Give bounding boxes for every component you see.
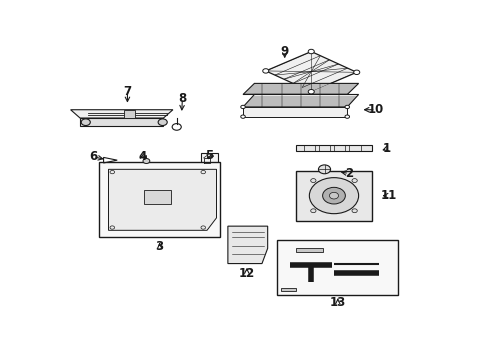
Circle shape: [351, 209, 357, 213]
Circle shape: [201, 226, 205, 229]
Circle shape: [201, 170, 205, 174]
Polygon shape: [243, 84, 358, 94]
Text: 13: 13: [329, 296, 345, 309]
Polygon shape: [243, 94, 358, 107]
Bar: [348, 145, 360, 151]
Polygon shape: [70, 110, 173, 118]
Circle shape: [344, 115, 349, 118]
Circle shape: [310, 179, 315, 183]
Circle shape: [110, 226, 114, 229]
Bar: [296, 248, 322, 252]
Polygon shape: [227, 226, 267, 264]
Polygon shape: [123, 110, 135, 118]
Circle shape: [110, 170, 114, 174]
Polygon shape: [108, 169, 216, 230]
Circle shape: [309, 177, 358, 214]
Text: 7: 7: [123, 85, 131, 98]
Circle shape: [307, 90, 314, 94]
Text: 8: 8: [178, 92, 186, 105]
Text: 12: 12: [238, 267, 254, 280]
Text: 3: 3: [155, 240, 163, 253]
Circle shape: [240, 105, 245, 109]
Text: 4: 4: [138, 150, 146, 163]
Bar: [303, 145, 314, 151]
Circle shape: [310, 209, 315, 213]
Text: 10: 10: [367, 103, 383, 116]
Circle shape: [322, 187, 345, 204]
Text: 9: 9: [280, 45, 288, 58]
Bar: [277, 240, 398, 296]
Bar: [296, 171, 371, 221]
Circle shape: [318, 165, 330, 174]
Bar: [144, 190, 171, 204]
Text: 6: 6: [89, 150, 97, 163]
Text: 11: 11: [380, 189, 396, 202]
Polygon shape: [265, 51, 356, 92]
Bar: [333, 145, 345, 151]
Circle shape: [351, 179, 357, 183]
Circle shape: [158, 119, 167, 126]
Text: 1: 1: [382, 142, 390, 155]
Circle shape: [344, 105, 349, 109]
Polygon shape: [243, 107, 346, 117]
Circle shape: [307, 49, 314, 54]
Circle shape: [142, 158, 149, 163]
Bar: [280, 288, 295, 291]
Bar: [318, 145, 329, 151]
Circle shape: [353, 70, 359, 75]
Text: 2: 2: [345, 167, 352, 180]
Circle shape: [81, 119, 90, 126]
Circle shape: [262, 69, 268, 73]
Bar: [99, 162, 220, 237]
Bar: [200, 153, 217, 165]
Polygon shape: [80, 118, 163, 126]
Text: 5: 5: [204, 149, 213, 162]
Circle shape: [329, 192, 338, 199]
Circle shape: [240, 115, 245, 118]
Bar: [296, 145, 371, 151]
